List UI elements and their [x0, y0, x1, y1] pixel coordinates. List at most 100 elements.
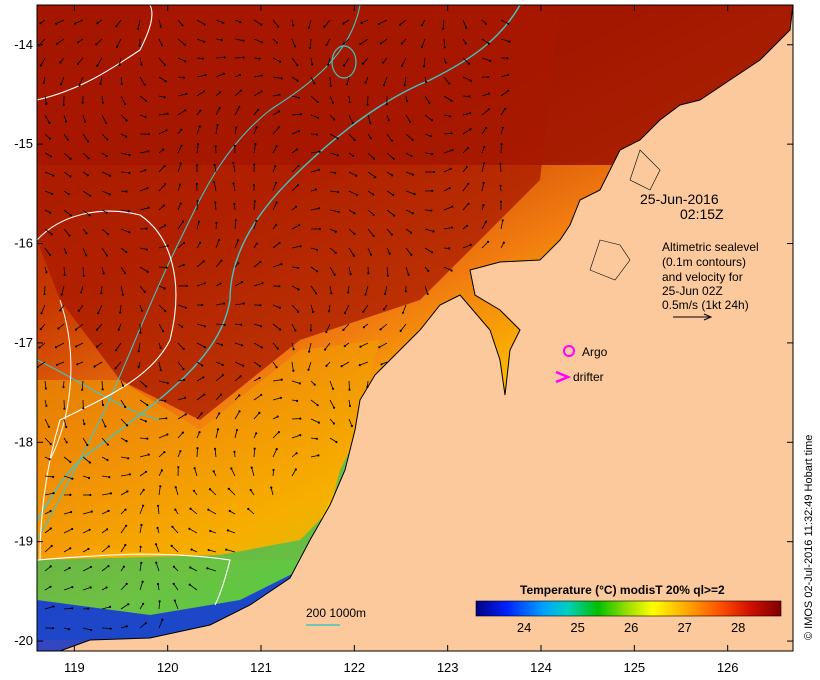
velocity-arrow	[120, 228, 130, 233]
velocity-arrow	[348, 133, 355, 141]
velocity-arrow	[82, 566, 92, 572]
velocity-arrow-head	[144, 115, 147, 118]
velocity-arrow	[348, 247, 355, 256]
velocity-arrow	[481, 221, 487, 230]
velocity-arrow-head	[206, 567, 209, 570]
velocity-arrow	[253, 91, 262, 97]
velocity-arrow	[329, 95, 334, 104]
velocity-arrow	[227, 530, 236, 534]
velocity-arrow	[272, 431, 280, 439]
bathymetry-contour-west	[37, 359, 161, 421]
latitude-axis: -14 -15 -16 -17 -18 -19 -20	[14, 37, 793, 648]
velocity-arrow	[291, 434, 301, 439]
velocity-arrow	[404, 76, 407, 86]
velocity-arrow	[270, 487, 274, 496]
velocity-arrow	[115, 19, 122, 27]
colorbar	[475, 600, 782, 617]
velocity-arrow-head	[329, 84, 332, 88]
velocity-arrow-head	[255, 242, 258, 245]
velocity-arrow-head	[104, 425, 107, 428]
velocity-arrow-head	[99, 82, 102, 85]
velocity-arrow	[189, 528, 198, 534]
velocity-arrow	[380, 323, 388, 330]
velocity-arrow-head	[469, 243, 472, 246]
velocity-arrow-head	[388, 252, 391, 255]
velocity-arrow	[38, 38, 46, 46]
velocity-arrow-head	[195, 164, 198, 167]
velocity-arrow-head	[235, 126, 238, 129]
velocity-arrow-head	[204, 74, 207, 77]
velocity-arrow-head	[385, 103, 388, 106]
velocity-arrow	[120, 474, 130, 477]
velocity-arrow-head	[203, 346, 206, 349]
velocity-arrow	[272, 146, 277, 154]
velocity-arrow	[158, 113, 168, 116]
velocity-arrow	[120, 418, 128, 426]
velocity-arrow	[291, 130, 300, 135]
velocity-arrow-head	[502, 241, 505, 244]
colorbar-tick-label: 27	[677, 620, 691, 635]
velocity-arrow	[234, 90, 242, 97]
velocity-arrow-head	[174, 508, 177, 511]
velocity-arrow	[310, 151, 320, 154]
velocity-arrow-head	[295, 148, 298, 151]
velocity-arrow	[158, 38, 163, 46]
velocity-arrow-head	[128, 153, 131, 157]
velocity-arrow	[196, 19, 205, 25]
velocity-arrow	[272, 342, 279, 349]
velocity-arrow-head	[89, 565, 92, 569]
velocity-arrow	[58, 323, 65, 329]
velocity-arrow-head	[49, 155, 53, 158]
velocity-arrow-head	[425, 80, 428, 84]
velocity-arrow	[443, 149, 453, 154]
velocity-arrow	[442, 19, 445, 29]
velocity-arrow	[63, 456, 71, 463]
velocity-arrow	[158, 304, 166, 312]
velocity-arrow-head	[95, 328, 99, 331]
velocity-arrow	[139, 95, 147, 102]
velocity-arrow-head	[122, 565, 125, 568]
velocity-arrow-head	[69, 493, 72, 496]
velocity-arrow	[60, 76, 65, 85]
velocity-arrow-head	[45, 102, 48, 105]
velocity-arrow-head	[74, 22, 77, 25]
velocity-arrow-head	[386, 274, 389, 277]
velocity-arrow	[291, 361, 294, 371]
velocity-arrow-head	[432, 170, 436, 174]
lon-tick-label: 125	[623, 660, 645, 675]
velocity-arrow-head	[221, 363, 224, 366]
velocity-arrow-head	[308, 350, 311, 353]
velocity-arrow	[443, 266, 452, 271]
velocity-arrow-head	[183, 43, 186, 46]
velocity-arrow-head	[403, 84, 406, 87]
velocity-arrow-head	[482, 162, 486, 165]
velocity-arrow-head	[275, 145, 278, 148]
velocity-arrow	[44, 133, 51, 139]
velocity-arrow-head	[467, 62, 471, 65]
velocity-arrow-head	[137, 27, 140, 30]
velocity-arrow-head	[274, 181, 278, 184]
velocity-arrow-head	[128, 171, 131, 174]
velocity-arrow	[234, 303, 244, 306]
velocity-arrow	[323, 19, 331, 28]
velocity-arrow-head	[115, 349, 118, 352]
velocity-arrow	[215, 429, 219, 439]
velocity-arrow-head	[316, 404, 319, 407]
velocity-arrow	[194, 468, 198, 477]
velocity-arrow-head	[144, 470, 148, 473]
velocity-arrow-head	[451, 205, 454, 208]
velocity-arrow	[63, 511, 72, 515]
velocity-arrow-head	[201, 57, 204, 60]
velocity-arrow-head	[203, 90, 206, 93]
velocity-arrow	[462, 203, 469, 211]
altimetry-note-line-2: (0.1m contours)	[662, 255, 746, 269]
velocity-arrow-head	[49, 510, 52, 513]
velocity-arrow-head	[238, 410, 241, 413]
velocity-arrow-head	[430, 119, 434, 122]
velocity-arrow	[272, 182, 277, 192]
velocity-arrow-head	[258, 57, 261, 60]
velocity-arrow-head	[70, 510, 73, 514]
velocity-arrow-head	[420, 46, 423, 49]
velocity-arrow-head	[77, 309, 80, 312]
sealevel-contour-eddy	[37, 210, 177, 561]
